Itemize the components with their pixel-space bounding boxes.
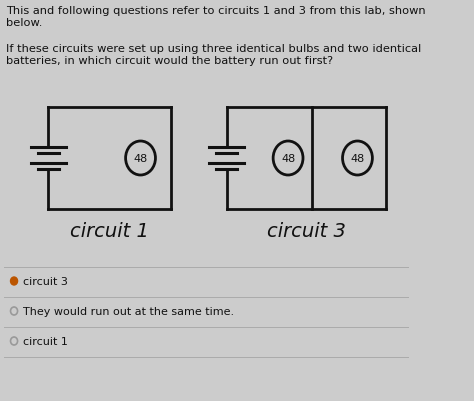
Text: 48: 48 <box>281 154 295 164</box>
Text: If these circuits were set up using three identical bulbs and two identical
batt: If these circuits were set up using thre… <box>6 44 421 65</box>
Text: circuit 3: circuit 3 <box>23 276 68 286</box>
Circle shape <box>10 277 18 285</box>
Text: circuit 3: circuit 3 <box>267 221 346 241</box>
Text: 48: 48 <box>350 154 365 164</box>
Text: circuit 1: circuit 1 <box>70 221 149 241</box>
Text: They would run out at the same time.: They would run out at the same time. <box>23 306 234 316</box>
Text: 48: 48 <box>133 154 147 164</box>
Text: circuit 1: circuit 1 <box>23 336 68 346</box>
Text: This and following questions refer to circuits 1 and 3 from this lab, shown
belo: This and following questions refer to ci… <box>6 6 426 28</box>
